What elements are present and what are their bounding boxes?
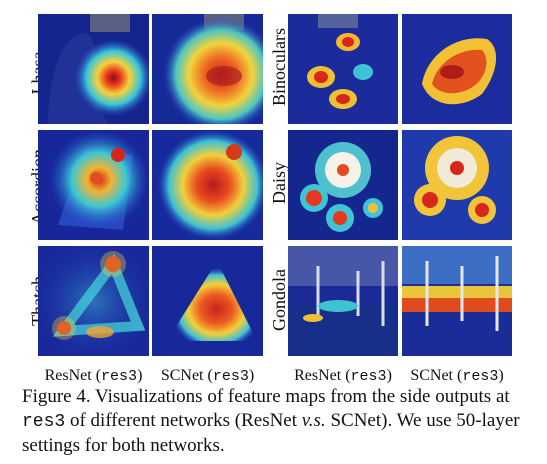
- row-label-daisy: Daisy: [269, 162, 289, 204]
- heatmap-gondola-scnet: [402, 246, 512, 356]
- column-caption-3: ResNet (res3): [294, 367, 392, 385]
- heatmap-accordion-scnet: [152, 130, 263, 240]
- caption-vs: v.s.: [301, 410, 326, 431]
- heatmap-thatch-resnet: [38, 246, 149, 356]
- heatmap-thatch-scnet: [152, 246, 263, 356]
- column-network-name: ResNet: [44, 367, 92, 384]
- column-network-name: ResNet: [294, 367, 342, 384]
- row-label-gondola: Gondola: [269, 269, 289, 331]
- heatmap-lhasa-resnet: [38, 14, 149, 124]
- caption-text-2: of different networks (ResNet: [65, 410, 302, 431]
- column-network-name: SCNet: [160, 367, 204, 384]
- row-label-binoculars: Binoculars: [269, 28, 289, 106]
- caption-text-3: SCNet). We use 50-layer settings for bot…: [22, 410, 520, 456]
- heatmap-daisy-scnet: [402, 130, 512, 240]
- column-caption-1: ResNet (res3): [44, 367, 143, 385]
- heatmap-accordion-resnet: [38, 130, 149, 240]
- heatmap-binoculars-scnet: [402, 14, 512, 124]
- heatmap-binoculars-resnet: [288, 14, 398, 124]
- column-layer-code: res3: [350, 368, 387, 385]
- column-layer-code: res3: [462, 368, 499, 385]
- heatmap-gondola-resnet: [288, 246, 398, 356]
- figure-caption: Figure 4. Visualizations of feature maps…: [22, 385, 537, 458]
- caption-text-1: Figure 4. Visualizations of feature maps…: [22, 386, 510, 407]
- column-layer-code: res3: [212, 368, 249, 385]
- column-layer-code: res3: [101, 368, 138, 385]
- column-caption-2: SCNet (res3): [160, 367, 255, 385]
- column-network-name: SCNet: [410, 367, 453, 384]
- column-caption-4: SCNet (res3): [410, 367, 504, 385]
- heatmap-lhasa-scnet: [152, 14, 263, 124]
- heatmap-daisy-resnet: [288, 130, 398, 240]
- caption-code: res3: [22, 412, 66, 432]
